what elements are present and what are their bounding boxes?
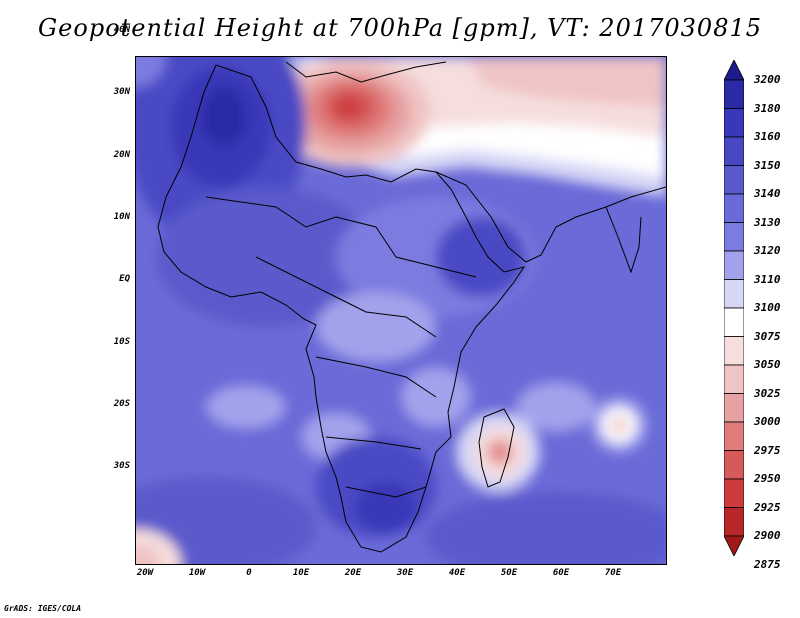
colorbar-label: 3150: [754, 158, 781, 172]
lat-label: 40N: [113, 25, 130, 35]
colorbar-cell: [724, 108, 744, 138]
lat-label: 10N: [113, 212, 130, 222]
colorbar-label: 3100: [754, 301, 781, 314]
colorbar-label: 3130: [754, 215, 781, 229]
colorbar: [724, 60, 744, 556]
colorbar-cell: [724, 136, 744, 166]
colorbar-cell: [724, 222, 744, 252]
colorbar-cell: [724, 165, 744, 195]
colorbar-label: 3025: [754, 386, 781, 400]
lat-label: 20S: [113, 399, 130, 409]
lon-label: 70E: [604, 568, 622, 578]
map-title: Geopotential Height at 700hPa [gpm], VT:…: [38, 14, 762, 42]
lat-label: 30N: [113, 87, 130, 97]
colorbar-label: 2975: [754, 443, 781, 457]
colorbar-label: 3050: [754, 358, 781, 371]
lon-label: 10E: [292, 568, 310, 578]
field-shading: [136, 57, 666, 564]
colorbar-cell: [724, 279, 744, 309]
colorbar-cell: [724, 364, 744, 394]
colorbar-label: 3180: [754, 101, 781, 115]
colorbar-label: 3140: [754, 187, 781, 200]
colorbar-cell: [724, 79, 744, 109]
lon-label: 50E: [500, 568, 518, 578]
colorbar-cell: [724, 307, 744, 337]
colorbar-label: 2875: [754, 557, 781, 571]
footer-credit: GrADS: IGES/COLA: [4, 604, 82, 613]
lon-label: 60E: [552, 568, 570, 578]
colorbar-label: 3110: [754, 272, 781, 286]
colorbar-label: 3120: [754, 244, 781, 257]
lat-label: 30S: [113, 461, 130, 471]
colorbar-cell: [724, 250, 744, 280]
colorbar-cell: [724, 507, 744, 537]
height-field: [136, 57, 666, 564]
colorbar-bottom-arrow: [724, 535, 744, 556]
colorbar-cell: [724, 336, 744, 366]
colorbar-label: 2925: [754, 500, 781, 514]
lon-label: 0: [246, 568, 252, 578]
colorbar-cell: [724, 421, 744, 451]
coastlines: [157, 61, 666, 553]
map-area: [135, 56, 667, 565]
colorbar-label: 2900: [754, 529, 781, 542]
colorbar-label: 3200: [754, 73, 781, 86]
colorbar-cell: [724, 393, 744, 423]
colorbar-label: 3075: [754, 329, 781, 343]
colorbar-cell: [724, 193, 744, 223]
colorbar-label: 2950: [754, 472, 781, 485]
lon-label: 30E: [396, 568, 414, 578]
colorbar-label: 3000: [754, 415, 781, 428]
lon-label: 20W: [136, 568, 154, 578]
lat-label: 20N: [113, 150, 130, 160]
lon-label: 40E: [448, 568, 466, 578]
colorbar-top-arrow: [724, 60, 744, 81]
colorbar-cell: [724, 450, 744, 480]
lon-label: 20E: [344, 568, 362, 578]
colorbar-cell: [724, 478, 744, 508]
lon-label: 10W: [188, 568, 206, 578]
lat-label: 10S: [113, 337, 130, 347]
lat-label: EQ: [119, 274, 130, 284]
colorbar-label: 3160: [754, 130, 781, 143]
